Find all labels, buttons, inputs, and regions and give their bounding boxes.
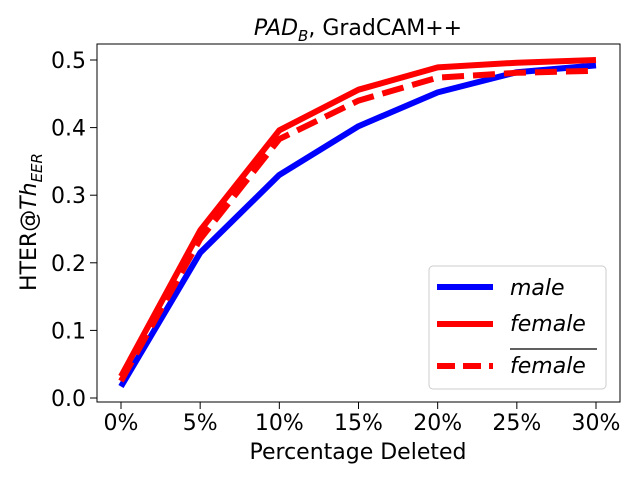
y-axis-label-prefix: HTER@ (17, 210, 42, 291)
y-axis: 0.0 0.1 0.2 0.3 0.4 0.5 (51, 49, 97, 412)
x-tick-label: 20% (413, 411, 462, 436)
y-tick-label: 0.0 (51, 387, 86, 412)
x-tick-label: 5% (183, 411, 218, 436)
y-tick-label: 0.3 (51, 184, 86, 209)
x-tick-label: 10% (255, 411, 304, 436)
legend-label-female-bar: female (510, 354, 586, 379)
chart-title-suffix: , GradCAM++ (308, 16, 462, 41)
x-tick-label: 15% (334, 411, 383, 436)
y-axis-label-italic: Th (17, 182, 42, 209)
y-tick-label: 0.4 (51, 117, 86, 142)
y-tick-label: 0.5 (51, 49, 86, 74)
y-tick-label: 0.2 (51, 252, 86, 277)
legend-label-male: male (510, 276, 565, 301)
series-line-female (118, 57, 597, 378)
x-tick-label: 30% (572, 411, 621, 436)
x-axis-label: Percentage Deleted (249, 440, 466, 465)
legend-box (428, 265, 607, 390)
series-line-female-bar (118, 67, 597, 383)
x-axis: 0% 5% 10% 15% 20% 25% 30% (104, 402, 621, 436)
legend: male female female (428, 265, 607, 390)
y-axis-label-subscript: EER (28, 153, 46, 182)
legend-label-female: female (510, 312, 586, 337)
chart-title-main: PAD (254, 16, 298, 41)
x-tick-label: 25% (492, 411, 541, 436)
y-tick-label: 0.1 (51, 319, 86, 344)
x-tick-label: 0% (104, 411, 139, 436)
chart-title: PADB, GradCAM++ (254, 16, 462, 45)
y-axis-label: HTER@ThEER (17, 153, 46, 291)
chart-title-subscript: B (298, 27, 308, 45)
series-layer (118, 57, 597, 389)
